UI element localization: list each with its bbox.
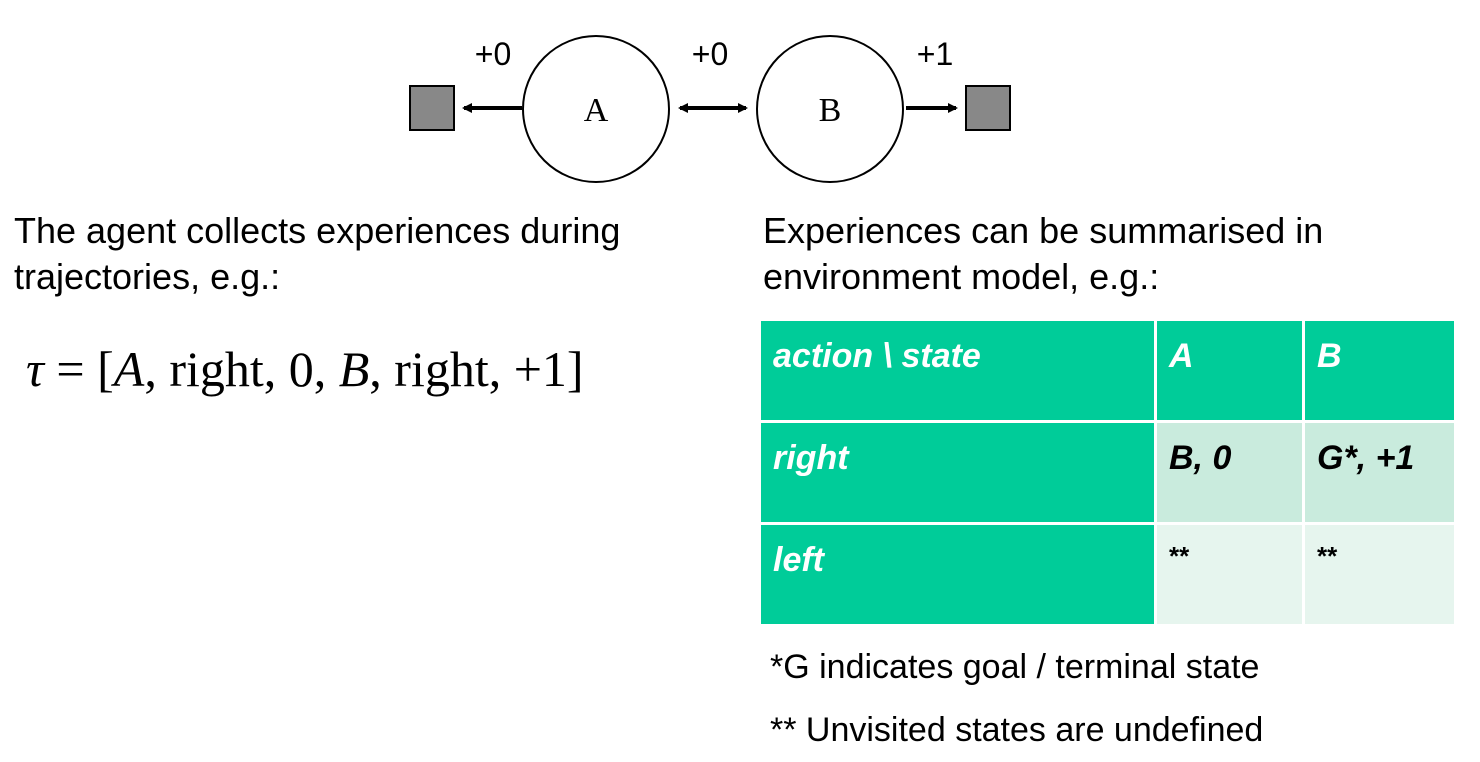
state-b-label: B [819, 92, 842, 129]
trajectory-description: The agent collects experiences during tr… [14, 208, 714, 300]
header-action-state: action \ state [758, 318, 1157, 423]
formula-tau: τ [26, 341, 44, 397]
state-a-node [522, 35, 670, 183]
reward-middle-label: +0 [692, 36, 728, 72]
formula-part1: , right, 0, [144, 341, 339, 397]
model-description-line2: environment model, e.g.: [763, 256, 1160, 297]
row-action-right: right [758, 420, 1157, 525]
header-state-b: B [1302, 318, 1457, 423]
unvisited-footnote: ** Unvisited states are undefined [770, 711, 1264, 749]
reward-left-label: +0 [475, 36, 511, 72]
terminal-left [409, 85, 455, 131]
cell-left-b: ** [1302, 522, 1457, 627]
reward-right-label: +1 [917, 36, 953, 72]
state-a-label: A [584, 92, 609, 129]
cell-left-a: ** [1154, 522, 1305, 627]
table-row: left ** ** [758, 522, 1457, 627]
environment-model-table: action \ state A B right B, 0 G*, +1 lef… [758, 318, 1457, 627]
trajectory-description-line2: trajectories, e.g.: [14, 256, 281, 297]
trajectory-formula: τ = [A, right, 0, B, right, +1] [26, 340, 584, 398]
formula-equals: = [ [43, 341, 114, 397]
trajectory-description-line1: The agent collects experiences during [14, 210, 621, 251]
state-b-node [756, 35, 904, 183]
header-state-a: A [1154, 318, 1305, 423]
formula-a: A [113, 341, 145, 397]
terminal-right [965, 85, 1011, 131]
formula-part2: , right, +1] [369, 341, 584, 397]
model-description-line1: Experiences can be summarised in [763, 210, 1324, 251]
formula-b: B [338, 341, 370, 397]
mdp-diagram: A B +0 +0 +1 [409, 35, 1011, 183]
table-header-row: action \ state A B [758, 318, 1457, 423]
cell-right-b: G*, +1 [1302, 420, 1457, 525]
table-row: right B, 0 G*, +1 [758, 420, 1457, 525]
row-action-left: left [758, 522, 1157, 627]
model-description: Experiences can be summarised in environ… [763, 208, 1463, 300]
goal-footnote: *G indicates goal / terminal state [770, 648, 1260, 686]
cell-right-a: B, 0 [1154, 420, 1305, 525]
